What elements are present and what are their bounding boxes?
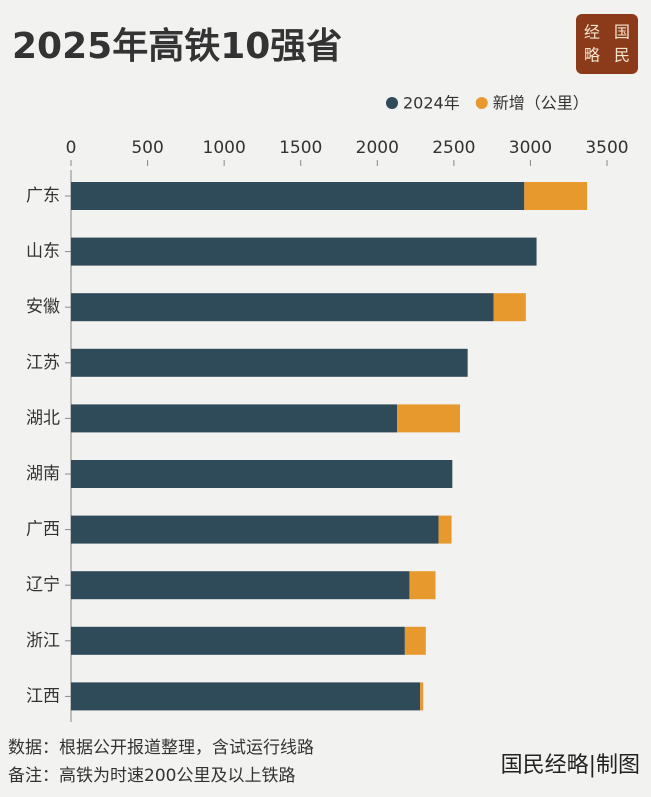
y-tick-label: 山东 bbox=[26, 242, 60, 262]
bar-segment bbox=[420, 682, 424, 711]
bar-segment bbox=[71, 682, 421, 711]
bar-segment bbox=[524, 182, 588, 210]
bar-segment bbox=[71, 293, 494, 322]
bar-segment bbox=[71, 626, 405, 655]
x-tick-label: 3000 bbox=[509, 138, 552, 158]
y-tick-label: 湖北 bbox=[26, 408, 60, 428]
bar-segment bbox=[493, 293, 526, 322]
note: 数据：根据公开报道整理，含试运行线路 bbox=[8, 738, 314, 758]
credit: 国民经略|制图 bbox=[501, 753, 640, 778]
logo-char: 民 bbox=[614, 46, 630, 65]
y-tick-label: 江苏 bbox=[26, 353, 60, 373]
bar-segment bbox=[71, 348, 468, 377]
y-tick-label: 广东 bbox=[26, 186, 60, 206]
y-tick-label: 辽宁 bbox=[26, 575, 60, 595]
y-tick-label: 广西 bbox=[26, 520, 60, 540]
chart-title: 2025年高铁10强省 bbox=[12, 26, 342, 67]
y-tick-label: 江西 bbox=[26, 686, 60, 706]
x-tick-label: 3500 bbox=[585, 138, 628, 158]
x-tick-label: 1500 bbox=[279, 138, 322, 158]
bar-segment bbox=[71, 182, 525, 210]
bar-segment bbox=[71, 404, 398, 433]
legend-marker bbox=[475, 97, 488, 109]
bar-segment bbox=[71, 571, 410, 600]
bar-segment bbox=[409, 571, 436, 600]
bar-segment bbox=[71, 237, 537, 266]
logo-box bbox=[576, 14, 638, 74]
bar-segment bbox=[397, 404, 460, 433]
bar-segment bbox=[404, 626, 426, 655]
logo-char: 略 bbox=[584, 46, 600, 65]
x-tick-label: 0 bbox=[66, 138, 77, 158]
bar-segment bbox=[438, 515, 452, 544]
legend-label: 新增（公里） bbox=[493, 94, 589, 113]
logo-char: 国 bbox=[614, 23, 630, 42]
bar-segment bbox=[71, 460, 453, 488]
bar-segment bbox=[71, 515, 439, 544]
logo-char: 经 bbox=[584, 23, 600, 42]
x-tick-label: 500 bbox=[131, 138, 163, 158]
legend-label: 2024年 bbox=[403, 94, 460, 113]
x-tick-label: 2000 bbox=[356, 138, 399, 158]
y-tick-label: 浙江 bbox=[26, 631, 60, 651]
x-tick-label: 1000 bbox=[203, 138, 246, 158]
y-tick-label: 湖南 bbox=[26, 464, 60, 484]
legend-marker bbox=[386, 97, 398, 109]
note: 备注：高铁为时速200公里及以上铁路 bbox=[8, 766, 295, 786]
x-tick-label: 2500 bbox=[432, 138, 475, 158]
y-tick-label: 安徽 bbox=[26, 297, 60, 317]
